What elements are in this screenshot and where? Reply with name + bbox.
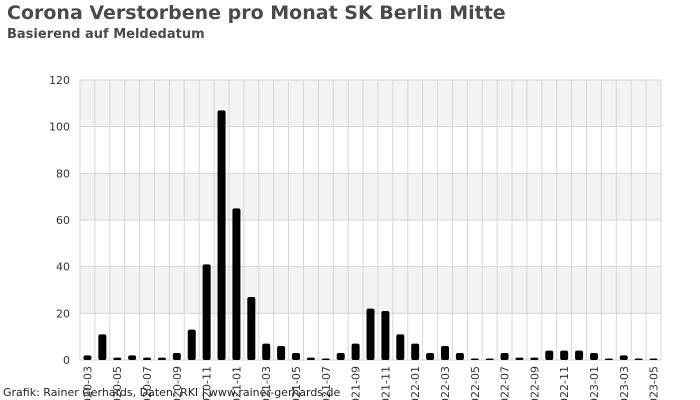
- grid-band: [80, 266, 661, 314]
- x-axis-ticks: 2020-03 2020-05 2020-07 2020-09 2020-11 2021-…: [81, 366, 660, 400]
- bar-2023-04: [634, 358, 643, 360]
- x-tick-label: 2020-11: [201, 366, 214, 400]
- x-tick-label: 2022-09: [528, 366, 541, 400]
- x-tick-label: 2021-05: [290, 366, 303, 400]
- y-tick-label: 100: [49, 121, 70, 134]
- bar-2022-07: [500, 353, 509, 360]
- chart-subtitle: Basierend auf Meldedatum: [7, 27, 205, 42]
- bars: [83, 110, 658, 360]
- x-tick-label: 2020-05: [111, 366, 124, 400]
- y-tick-label: 20: [56, 307, 70, 320]
- y-tick-label: 80: [56, 167, 70, 180]
- bar-2022-08: [515, 357, 524, 360]
- bar-2022-11: [560, 350, 569, 360]
- bar-2022-12: [575, 350, 584, 360]
- bar-2021-01: [232, 208, 241, 360]
- bar-2022-05: [470, 358, 479, 360]
- bar-2023-03: [619, 355, 628, 360]
- x-tick-label: 2021-11: [379, 366, 392, 400]
- background-bands: [80, 80, 661, 314]
- x-tick-label: 2023-05: [648, 366, 661, 400]
- bar-2021-07: [321, 358, 330, 360]
- bar-2023-01: [589, 353, 598, 360]
- x-tick-label: 2020-03: [81, 366, 94, 400]
- x-tick-label: 2022-11: [558, 366, 571, 400]
- bar-2020-08: [157, 357, 166, 360]
- bar-2021-02: [247, 297, 256, 360]
- bar-2020-12: [217, 110, 226, 360]
- x-tick-label: 2020-07: [141, 366, 154, 400]
- bar-2020-11: [202, 264, 211, 360]
- chart-title: Corona Verstorbene pro Monat SK Berlin M…: [7, 2, 506, 24]
- bar-2021-06: [306, 357, 315, 360]
- bar-2021-11: [381, 311, 390, 360]
- x-tick-label: 2022-01: [409, 366, 422, 400]
- x-tick-label: 2023-01: [588, 366, 601, 400]
- x-tick-label: 2021-03: [260, 366, 273, 400]
- bar-2021-09: [351, 343, 360, 360]
- bar-2023-05: [649, 358, 658, 360]
- bar-2022-03: [440, 346, 449, 360]
- bar-2021-04: [277, 346, 286, 360]
- bar-2022-09: [530, 357, 539, 360]
- x-tick-label: 2022-03: [439, 366, 452, 400]
- bar-2021-03: [262, 343, 271, 360]
- bar-2020-06: [128, 355, 137, 360]
- x-tick-label: 2021-01: [230, 366, 243, 400]
- bar-2020-05: [113, 357, 122, 360]
- y-axis-ticks: 0 20 40 60 80 100 120: [49, 74, 70, 367]
- x-tick-label: 2021-07: [320, 366, 333, 400]
- y-tick-label: 40: [56, 261, 70, 274]
- bar-2021-10: [366, 308, 375, 360]
- bar-2020-10: [187, 329, 196, 360]
- bar-2022-01: [411, 343, 420, 360]
- x-tick-label: 2021-09: [350, 366, 363, 400]
- x-tick-label: 2020-09: [171, 366, 184, 400]
- x-tick-label: 2022-07: [499, 366, 512, 400]
- y-tick-label: 60: [56, 214, 70, 227]
- gridlines: [79, 79, 662, 361]
- bar-2022-10: [545, 350, 554, 360]
- y-tick-label: 0: [63, 354, 70, 367]
- credit-line: Grafik: Rainer Gerhards, Daten: RKI | ww…: [3, 386, 341, 399]
- bar-2020-03: [83, 355, 92, 360]
- bar-2021-08: [336, 353, 345, 360]
- bar-2021-12: [396, 334, 405, 360]
- y-tick-label: 120: [49, 74, 70, 87]
- x-tick-label: 2023-03: [618, 366, 631, 400]
- bar-2021-05: [292, 353, 301, 360]
- bar-2022-02: [426, 353, 435, 360]
- bar-2020-07: [143, 357, 152, 360]
- x-tick-label: 2022-05: [469, 366, 482, 400]
- grid-band: [80, 80, 661, 127]
- bar-2020-09: [172, 353, 181, 360]
- bar-2020-04: [98, 334, 107, 360]
- bar-2023-02: [604, 358, 613, 360]
- bar-2022-04: [455, 353, 464, 360]
- grid-band: [80, 173, 661, 220]
- bar-2022-06: [485, 358, 494, 360]
